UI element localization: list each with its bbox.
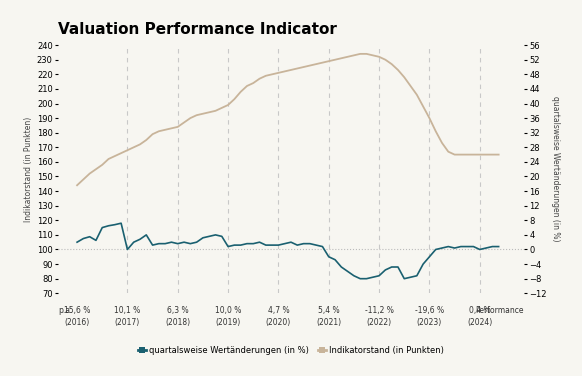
Text: 6,3 %: 6,3 % (167, 306, 189, 315)
Text: 10,1 %: 10,1 % (114, 306, 140, 315)
Text: 5,4 %: 5,4 % (318, 306, 339, 315)
Text: 0,4 %: 0,4 % (469, 306, 491, 315)
Text: (2022): (2022) (367, 318, 392, 327)
Text: (2023): (2023) (417, 318, 442, 327)
Text: 4,7 %: 4,7 % (268, 306, 289, 315)
Text: (2016): (2016) (65, 318, 90, 327)
Text: (2020): (2020) (266, 318, 291, 327)
Text: 15,6 %: 15,6 % (64, 306, 90, 315)
Text: Valuation Performance Indicator: Valuation Performance Indicator (58, 22, 337, 37)
Legend: quartalsweise Wertänderungen (in %), Indikatorstand (in Punkten): quartalsweise Wertänderungen (in %), Ind… (134, 343, 448, 359)
Text: Performance: Performance (475, 306, 524, 315)
Text: 10,0 %: 10,0 % (215, 306, 242, 315)
Y-axis label: quartalsweise Wertänderungen (in %): quartalsweise Wertänderungen (in %) (551, 97, 560, 242)
Text: -11,2 %: -11,2 % (365, 306, 393, 315)
Y-axis label: Indikatorstand (in Punkten): Indikatorstand (in Punkten) (24, 117, 33, 222)
Text: -19,6 %: -19,6 % (415, 306, 444, 315)
Text: (2017): (2017) (115, 318, 140, 327)
Text: (2019): (2019) (215, 318, 241, 327)
Text: (2018): (2018) (165, 318, 190, 327)
Text: p.a.: p.a. (58, 306, 73, 315)
Text: (2024): (2024) (467, 318, 492, 327)
Text: (2021): (2021) (316, 318, 341, 327)
